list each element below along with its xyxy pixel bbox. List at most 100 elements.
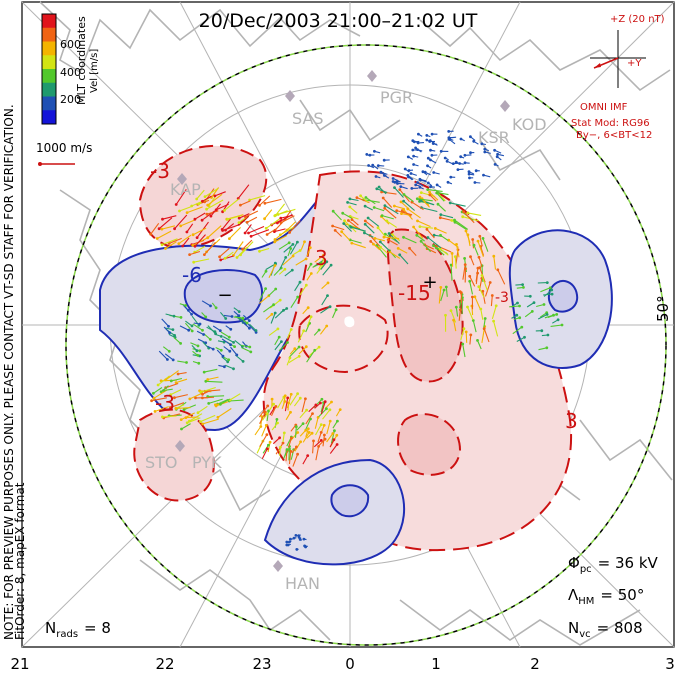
- contour-label: -3: [155, 391, 175, 415]
- latitude-label: 50°: [654, 295, 672, 322]
- velocity-vector: [224, 364, 234, 370]
- velocity-vector-origin: [313, 348, 317, 352]
- velocity-vector-origin: [396, 247, 400, 250]
- velocity-vector: [240, 200, 251, 206]
- velocity-vector: [342, 212, 353, 219]
- velocity-vector: [165, 370, 179, 381]
- velocity-vector-origin: [265, 447, 269, 451]
- positive-cell-inner: [397, 413, 462, 476]
- velocity-vector: [283, 449, 288, 459]
- velocity-vector: [261, 448, 268, 459]
- velocity-vector-origin: [540, 329, 544, 333]
- velocity-vector-origin: [372, 206, 376, 209]
- velocity-vector: [429, 191, 439, 201]
- velocity-vector-origin: [237, 216, 241, 220]
- velocity-vector: [274, 235, 288, 243]
- velocity-vector-origin: [166, 358, 169, 361]
- colorbar-border: [41, 13, 57, 125]
- velocity-vector: [265, 217, 282, 229]
- velocity-vector-origin: [333, 429, 336, 433]
- velocity-vector-origin: [226, 217, 230, 221]
- velocity-vector: [407, 208, 421, 219]
- velocity-vector: [384, 207, 397, 219]
- velocity-vector-origin: [214, 306, 218, 310]
- velocity-vector-origin: [285, 448, 289, 451]
- station-kod-marker: [500, 100, 510, 112]
- velocity-vector: [263, 304, 274, 313]
- velocity-vector-origin: [264, 287, 267, 290]
- velocity-vector: [158, 217, 173, 230]
- velocity-vector-origin: [462, 210, 465, 214]
- velocity-vector-origin: [185, 421, 189, 425]
- velocity-vector-origin: [193, 244, 197, 248]
- station-label: PYK: [192, 453, 222, 472]
- velocity-vector-origin: [214, 332, 218, 336]
- velocity-vector-origin: [459, 137, 463, 141]
- velocity-vector-origin: [338, 408, 342, 411]
- min-potential-marker: −: [217, 285, 232, 306]
- velocity-vector: [283, 243, 294, 253]
- velocity-vector-origin: [317, 345, 321, 349]
- velocity-vector: [197, 405, 208, 414]
- max-potential-marker: +: [422, 272, 437, 293]
- velocity-vector-origin: [454, 305, 458, 309]
- velocity-vector-origin: [164, 378, 168, 382]
- velocity-vector-origin: [450, 252, 454, 255]
- velocity-vector: [454, 256, 457, 269]
- mlt-axis: 21 22 23 0 1 2 3: [10, 655, 674, 673]
- velocity-vector-origin: [301, 422, 305, 425]
- velocity-vector: [202, 195, 212, 202]
- velocity-vector: [268, 265, 276, 278]
- velocity-vector: [512, 326, 523, 335]
- velocity-vector-origin: [395, 209, 399, 213]
- velocity-vector: [482, 291, 486, 304]
- velocity-vector: [271, 406, 277, 417]
- velocity-vector: [382, 197, 393, 208]
- velocity-vector-origin: [469, 135, 472, 139]
- velocity-vector-origin: [272, 402, 275, 406]
- velocity-vector-origin: [206, 203, 210, 207]
- velocity-vector-origin: [152, 391, 155, 395]
- velocity-vector: [200, 414, 216, 423]
- velocity-vector-origin: [432, 171, 436, 174]
- velocity-vector: [294, 281, 301, 292]
- velocity-vector-origin: [306, 427, 310, 431]
- velocity-vector: [472, 239, 475, 249]
- velocity-vector: [292, 250, 301, 256]
- velocity-vector-origin: [411, 148, 415, 152]
- velocity-vector-origin: [472, 243, 476, 247]
- velocity-vector-origin: [198, 349, 202, 353]
- velocity-vector-origin: [229, 327, 233, 331]
- velocity-vector-origin: [383, 204, 387, 208]
- velocity-vector-origin: [203, 195, 207, 199]
- velocity-vector: [417, 220, 431, 228]
- velocity-vector-origin: [174, 381, 178, 384]
- velocity-vector: [278, 342, 288, 352]
- velocity-vector-origin: [258, 204, 261, 207]
- velocity-vector-origin: [444, 313, 447, 317]
- station-label: STO: [145, 453, 178, 472]
- velocity-vector: [179, 325, 189, 331]
- velocity-vectors: [149, 130, 564, 551]
- velocity-vector-origin: [476, 266, 480, 270]
- velocity-vector-origin: [516, 301, 519, 305]
- velocity-vector: [161, 318, 169, 327]
- velocity-vector: [274, 336, 280, 346]
- velocity-vector: [221, 338, 231, 346]
- velocity-vector: [277, 214, 293, 224]
- velocity-vector-origin: [280, 340, 283, 343]
- velocity-vector-origin: [205, 212, 209, 216]
- velocity-vector-origin: [266, 404, 270, 408]
- velocity-vector: [259, 288, 267, 301]
- velocity-vector-origin: [187, 419, 191, 423]
- n-vc-stat: Nvc = 808: [568, 619, 643, 640]
- velocity-vector-origin: [259, 425, 263, 428]
- velocity-vector: [473, 244, 479, 256]
- velocity-vector: [286, 394, 292, 409]
- velocity-vector-origin: [264, 226, 268, 230]
- velocity-vector-origin: [335, 433, 339, 437]
- velocity-vector-origin: [334, 308, 338, 312]
- velocity-vector: [232, 241, 244, 256]
- velocity-vector: [288, 355, 300, 364]
